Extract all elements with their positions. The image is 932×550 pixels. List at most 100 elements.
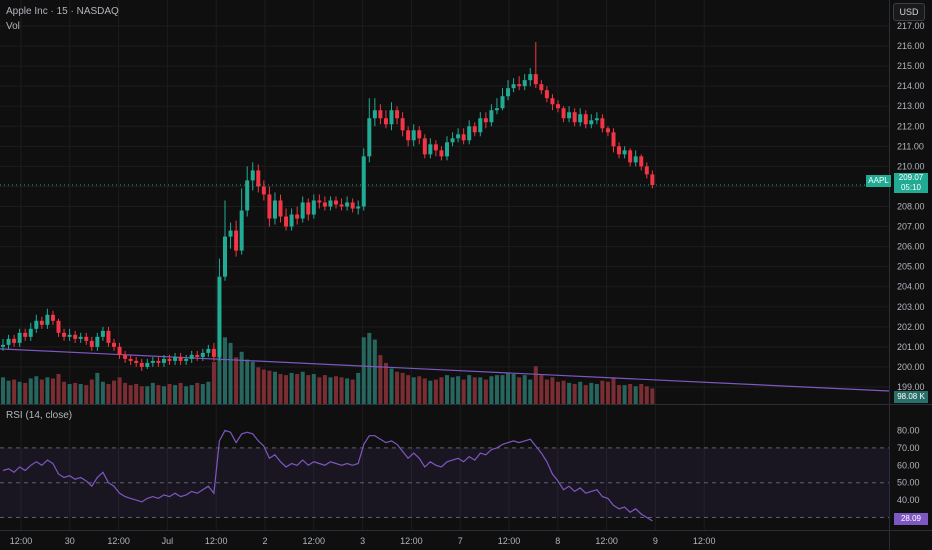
volume-bar — [78, 384, 83, 404]
candle-body — [517, 84, 522, 87]
rsi-label[interactable]: RSI (14, close) — [6, 410, 73, 421]
volume-bar — [345, 378, 350, 404]
price-axis[interactable]: 199.00 200.00 201.00 202.00 203.00 204.00 205.… — [897, 21, 925, 392]
volume-bar — [589, 382, 594, 404]
candle-body — [278, 200, 283, 217]
volume-bar — [34, 376, 39, 404]
volume-bar — [23, 382, 28, 404]
volume-bar — [433, 379, 438, 404]
candle-body — [494, 108, 499, 111]
volume-bar — [56, 374, 61, 404]
candle-body — [378, 110, 383, 119]
volume-bar — [522, 375, 527, 404]
candle-body — [644, 166, 649, 175]
price-tick-label: 214.00 — [897, 81, 925, 91]
candle-body — [372, 110, 377, 119]
volume-bar — [211, 361, 216, 404]
candlestick-series[interactable] — [1, 42, 655, 371]
currency-button[interactable]: USD — [893, 3, 925, 21]
volume-bar — [306, 375, 311, 404]
candle-body — [572, 112, 577, 123]
volume-bar — [472, 377, 477, 404]
volume-bar — [572, 384, 577, 404]
candle-body — [633, 156, 638, 163]
rsi-value-badge: 28.09 — [894, 513, 928, 525]
candle-body — [361, 156, 366, 207]
volume-bar — [622, 385, 627, 404]
volume-bar — [123, 382, 128, 404]
candle-body — [567, 112, 572, 119]
candle-body — [223, 236, 227, 277]
rsi-band-fill — [0, 447, 889, 518]
volume-bar — [62, 381, 67, 404]
volume-bar — [411, 377, 416, 404]
price-tick-label: 208.00 — [897, 201, 925, 211]
ticker-label: AAPL — [866, 175, 891, 187]
volume-bar — [372, 339, 377, 404]
x-tick-label: 12:00 — [303, 536, 326, 546]
candle-body — [539, 84, 544, 91]
candle-body — [284, 216, 289, 227]
volume-bar — [328, 377, 333, 404]
volume-label[interactable]: Vol — [6, 21, 20, 32]
volume-bar — [406, 375, 411, 404]
candle-body — [12, 338, 17, 343]
candle-body — [350, 202, 355, 209]
grid-lines — [0, 0, 889, 530]
price-tick-label: 199.00 — [897, 382, 925, 392]
candle-body — [345, 202, 350, 207]
symbol-title[interactable]: Apple Inc · 15 · NASDAQ — [6, 6, 119, 17]
volume-bar — [267, 370, 272, 404]
volume-bar — [628, 384, 633, 404]
candle-body — [150, 360, 155, 363]
candle-body — [195, 354, 200, 357]
price-tick-label: 212.00 — [897, 121, 925, 131]
candle-body — [478, 118, 483, 133]
volume-bar — [300, 371, 305, 404]
volume-bar — [45, 377, 50, 404]
last-price-value: 209.07 — [898, 173, 924, 182]
volume-bar — [500, 375, 505, 404]
candle-body — [145, 362, 150, 367]
volume-bars — [1, 304, 655, 404]
volume-bar — [234, 357, 239, 404]
volume-bar — [489, 376, 494, 404]
volume-bar — [383, 362, 388, 404]
candle-body — [206, 348, 211, 353]
candle-body — [461, 134, 466, 141]
volume-bar — [256, 367, 261, 404]
candle-body — [439, 150, 444, 157]
volume-bar — [550, 377, 555, 404]
volume-bar — [528, 379, 533, 404]
candle-body — [184, 358, 189, 361]
candle-body — [594, 118, 599, 121]
candle-body — [400, 118, 405, 131]
trend-line[interactable] — [0, 348, 890, 392]
candle-body — [211, 348, 216, 357]
x-tick-label: 12:00 — [498, 536, 521, 546]
candle-body — [639, 156, 644, 167]
volume-bar — [417, 376, 422, 404]
volume-bar — [317, 377, 322, 404]
candle-body — [50, 314, 55, 321]
rsi-polyline — [2, 429, 653, 522]
price-tick-label: 205.00 — [897, 262, 925, 272]
volume-bar — [650, 388, 655, 404]
volume-bar — [117, 377, 122, 404]
volume-bar — [6, 380, 11, 404]
volume-bar — [445, 375, 449, 404]
volume-bar — [439, 377, 444, 404]
x-tick-label: 12:00 — [107, 536, 130, 546]
candle-body — [34, 320, 39, 329]
volume-bar — [189, 385, 194, 404]
volume-bar — [467, 375, 472, 404]
volume-bar — [95, 372, 100, 404]
candle-body — [23, 332, 28, 337]
time-axis[interactable]: 12:00 30 12:00 Jul 12:00 2 12:00 3 12:00 7 12:00 8 1… — [10, 536, 716, 546]
price-tick-label: 207.00 — [897, 222, 925, 232]
candle-body — [506, 88, 511, 97]
candle-body — [6, 338, 11, 345]
volume-bar — [67, 384, 72, 404]
